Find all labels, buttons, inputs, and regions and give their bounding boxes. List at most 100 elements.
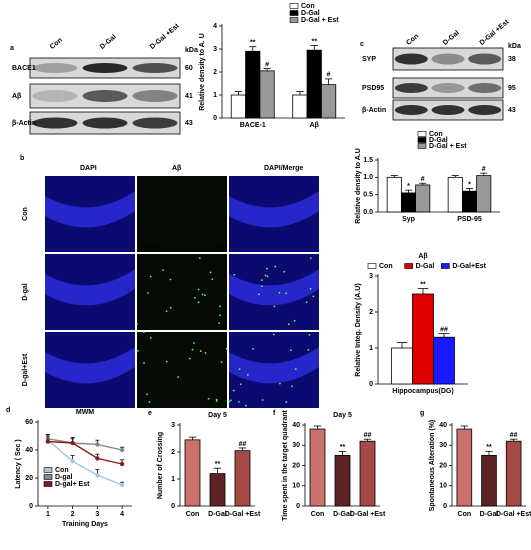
micro-dot	[165, 310, 168, 313]
blot-band	[32, 63, 78, 73]
lane-label: D-Gal	[99, 34, 118, 51]
micro-dot	[215, 398, 218, 401]
micro-dot	[215, 400, 218, 402]
bar	[259, 70, 275, 119]
point	[119, 447, 125, 453]
legend-swatch	[404, 263, 413, 269]
y-tick-label: 0	[443, 503, 447, 510]
micro-dot	[194, 296, 196, 299]
blot-kda: 43	[508, 107, 516, 114]
x-tick-label: Aβ	[310, 122, 320, 129]
micro-dot	[261, 399, 264, 401]
bar	[447, 176, 463, 213]
blot-band	[82, 117, 128, 129]
blot-band	[394, 83, 428, 93]
x-tick-label: Hippocampus(DG)	[392, 388, 453, 395]
y-axis-label: Relative Integ. Density (A.U)	[355, 283, 362, 376]
micro-dot	[204, 352, 207, 354]
y-tick-label: 3	[369, 273, 373, 280]
bar	[334, 454, 351, 507]
legend-swatch	[289, 3, 299, 9]
blot-band	[132, 117, 178, 129]
blot-row-label: SYP	[362, 56, 376, 63]
point	[95, 456, 100, 461]
micro-dot	[294, 368, 297, 371]
y-tick-label: 2	[213, 69, 217, 76]
micro-layer	[229, 269, 319, 306]
x-axis-label: Training Days	[62, 521, 108, 528]
y-tick-label: 40	[292, 422, 300, 429]
y-tick-label: 0	[296, 503, 300, 510]
y-tick-label: 10	[292, 483, 300, 490]
panel-letter: c	[360, 41, 364, 48]
micro-image	[137, 176, 227, 252]
micro-dot	[308, 333, 311, 336]
annotation: #	[421, 176, 425, 183]
x-tick-label: Con	[186, 511, 200, 518]
micro-dot	[246, 373, 249, 376]
y-axis-label: Spontaneous Alteration (%)	[429, 420, 436, 512]
micro-dot	[229, 399, 232, 402]
micro-dot	[266, 275, 269, 278]
annotation: **	[340, 444, 346, 451]
y-tick-label: 30	[439, 442, 447, 449]
y-tick-label: 40	[25, 447, 33, 454]
bar	[306, 49, 322, 119]
lane-label: D-Gal +Est	[479, 18, 511, 47]
legend-label: D-Gal+Est	[452, 263, 486, 270]
blot-band	[431, 83, 465, 93]
micro-dot	[309, 257, 312, 260]
micro-dot	[264, 274, 267, 277]
legend-label: D-gal	[55, 474, 73, 481]
point	[119, 461, 125, 467]
y-axis-label: Number of Crossing	[157, 432, 164, 499]
blot-band	[32, 90, 78, 102]
y-tick-label: 1.5	[363, 157, 373, 164]
y-axis-label: Latency ( Sec )	[15, 439, 22, 488]
x-tick-label: PSD-95	[457, 216, 482, 223]
x-tick-label: Con	[311, 511, 325, 518]
bar	[292, 94, 308, 119]
panel-letter: f	[273, 410, 276, 417]
lane-label: Con	[405, 33, 420, 47]
y-axis-label: Relative density to A. U	[199, 33, 206, 111]
bar	[481, 454, 497, 507]
blot-band	[468, 105, 502, 115]
point	[95, 473, 100, 478]
blot-kda: 38	[508, 56, 516, 63]
y-tick-label: 0.5	[363, 192, 373, 199]
panel-letter: a	[10, 45, 14, 52]
micro-dot	[239, 383, 242, 386]
blot-kda: 41	[185, 93, 193, 100]
annotation: ##	[364, 432, 372, 439]
blot-band	[468, 83, 502, 93]
legend-label: Con	[301, 3, 315, 10]
annotation: #	[265, 61, 269, 68]
x-tick-label: 2	[71, 511, 75, 518]
legend-swatch	[417, 143, 427, 149]
micro-dot	[305, 301, 308, 304]
blot-kda: 95	[508, 85, 516, 92]
blot-band	[394, 53, 428, 65]
blot-kda: 60	[185, 65, 193, 72]
blot-row-label: Aβ	[12, 93, 22, 100]
blot-band	[431, 53, 465, 65]
y-tick-label: 20	[25, 475, 33, 482]
micro-dot	[169, 306, 172, 309]
panel-letter: d	[6, 407, 10, 414]
kda-label: kDa	[508, 43, 521, 50]
bar	[309, 428, 326, 507]
micro-dot	[165, 360, 168, 363]
bar	[391, 347, 413, 385]
legend-label: Con	[379, 263, 393, 270]
y-tick-label: 0	[213, 115, 217, 122]
micro-dot	[198, 257, 201, 259]
micro-dot	[285, 401, 288, 403]
annotation: *	[468, 181, 471, 188]
micro-dot	[312, 295, 315, 298]
micro-dot	[199, 350, 202, 352]
y-tick-label: 20	[439, 462, 447, 469]
region-label: DG	[217, 243, 228, 250]
bar	[461, 190, 478, 213]
